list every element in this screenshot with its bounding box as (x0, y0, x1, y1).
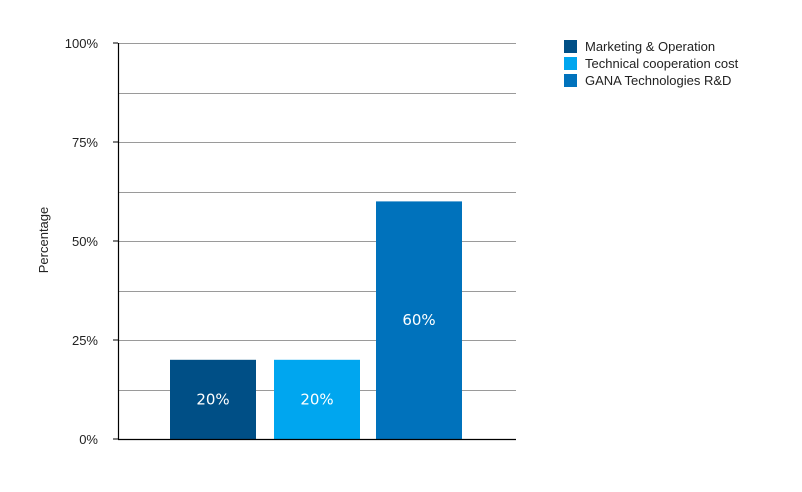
legend-item-gana-rd: GANA Technologies R&D (564, 72, 738, 89)
bar (376, 201, 462, 439)
y-tick-label: 50% (72, 234, 98, 249)
bar-data-label: 20% (196, 390, 229, 408)
legend-swatch (564, 74, 577, 87)
axes (117, 43, 516, 441)
y-tick-label: 25% (72, 333, 98, 348)
legend-item-marketing-operation: Marketing & Operation (564, 38, 738, 55)
legend: Marketing & Operation Technical cooperat… (564, 38, 738, 89)
legend-item-technical-cooperation: Technical cooperation cost (564, 55, 738, 72)
y-tick-label: 100% (65, 36, 99, 51)
legend-label: Marketing & Operation (585, 39, 716, 54)
y-tick-labels: 0% 25% 50% 75% 100% (65, 36, 118, 447)
legend-label: GANA Technologies R&D (585, 73, 732, 88)
bars: 20% 20% 60% (170, 201, 462, 439)
bar-data-label: 60% (402, 311, 435, 329)
y-tick-label: 75% (72, 135, 98, 150)
legend-swatch (564, 57, 577, 70)
bar-data-label: 20% (300, 390, 333, 408)
bar (170, 359, 256, 439)
y-tick-label: 0% (79, 432, 98, 447)
y-axis-label: Percentage (36, 207, 51, 274)
bar (274, 359, 360, 439)
legend-swatch (564, 40, 577, 53)
legend-label: Technical cooperation cost (585, 56, 739, 71)
